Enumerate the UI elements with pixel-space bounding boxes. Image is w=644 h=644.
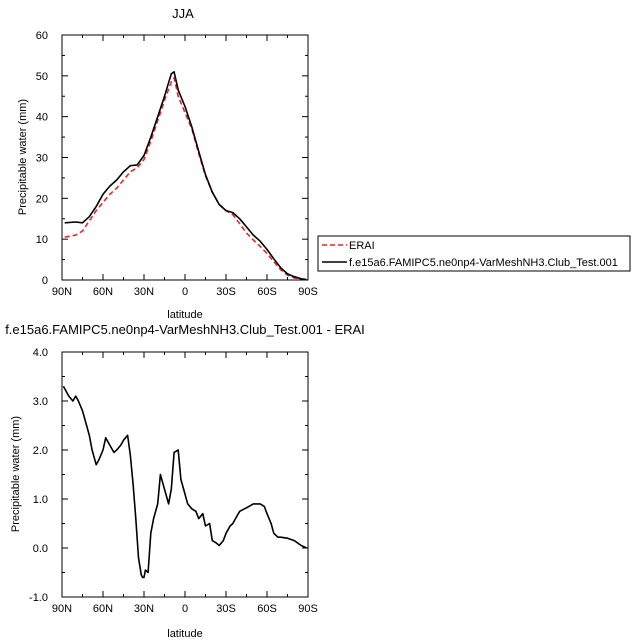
top-ytick-label: 20 — [36, 193, 48, 205]
top-xtick-label: 90S — [298, 286, 318, 298]
top-xtick-label: 90N — [52, 286, 72, 298]
top-ytick-label: 0 — [42, 275, 48, 287]
bottom-xtick-label: 60N — [93, 603, 113, 615]
bottom-ytick-label: 4.0 — [33, 347, 48, 359]
bottom-ytick-label: 2.0 — [33, 445, 48, 457]
top-xtick-label: 30S — [216, 286, 236, 298]
bottom-xtick-label: 90N — [52, 603, 72, 615]
top-ytick-label: 40 — [36, 112, 48, 124]
top-chart-ticks: 90N 60N 30N 0 30S 60S 90S 0 10 20 30 40 50 60 — [36, 30, 318, 298]
bottom-chart-xlabel: latitude — [167, 628, 202, 640]
top-ytick-label: 60 — [36, 30, 48, 42]
bottom-chart-ticks: 90N 60N 30N 0 30S 60S 90S -1.0 0.0 1.0 2.0 3.0 4.0 — [29, 347, 318, 615]
bottom-chart-panel: f.e15a6.FAMIPC5.ne0np4-VarMeshNH3.Club_T… — [5, 322, 365, 640]
bottom-xtick-label: 60S — [257, 603, 277, 615]
bottom-xtick-label: 90S — [298, 603, 318, 615]
legend: ERAI f.e15a6.FAMIPC5.ne0np4-VarMeshNH3.C… — [317, 235, 631, 272]
top-ytick-label: 50 — [36, 71, 48, 83]
bottom-ytick-label: -1.0 — [29, 592, 48, 604]
top-series-line-model — [64, 71, 307, 281]
bottom-xtick-label: 0 — [182, 603, 188, 615]
top-ytick-label: 30 — [36, 153, 48, 165]
legend-box — [317, 235, 631, 272]
bottom-chart-frame — [61, 351, 309, 598]
top-xtick-label: 30N — [134, 286, 154, 298]
top-series-line-erai — [64, 77, 307, 281]
bottom-chart-lines — [62, 385, 307, 579]
top-ytick-label: 10 — [36, 234, 48, 246]
top-chart-title: JJA — [172, 6, 194, 21]
bottom-chart-title: f.e15a6.FAMIPC5.ne0np4-VarMeshNH3.Club_T… — [5, 322, 365, 337]
bottom-xtick-label: 30N — [134, 603, 154, 615]
bottom-ytick-label: 1.0 — [33, 494, 48, 506]
bottom-ytick-label: 3.0 — [33, 396, 48, 408]
top-xtick-label: 60N — [93, 286, 113, 298]
bottom-ytick-label: 0.0 — [33, 543, 48, 555]
top-chart-xlabel: latitude — [167, 309, 202, 321]
top-chart-ylabel: Precipitable water (mm) — [17, 99, 29, 215]
top-chart-panel: JJA Precipitable water (mm) latitude 90N… — [17, 6, 318, 321]
legend-label-erai: ERAI — [349, 240, 375, 252]
top-chart-lines — [64, 71, 307, 281]
bottom-series-line-difference — [62, 385, 307, 579]
bottom-xtick-label: 30S — [216, 603, 236, 615]
legend-label-model: f.e15a6.FAMIPC5.ne0np4-VarMeshNH3.Club_T… — [349, 257, 618, 269]
top-chart-frame — [61, 34, 309, 281]
bottom-chart-ylabel: Precipitable water (mm) — [10, 416, 22, 532]
top-xtick-label: 0 — [182, 286, 188, 298]
top-xtick-label: 60S — [257, 286, 277, 298]
